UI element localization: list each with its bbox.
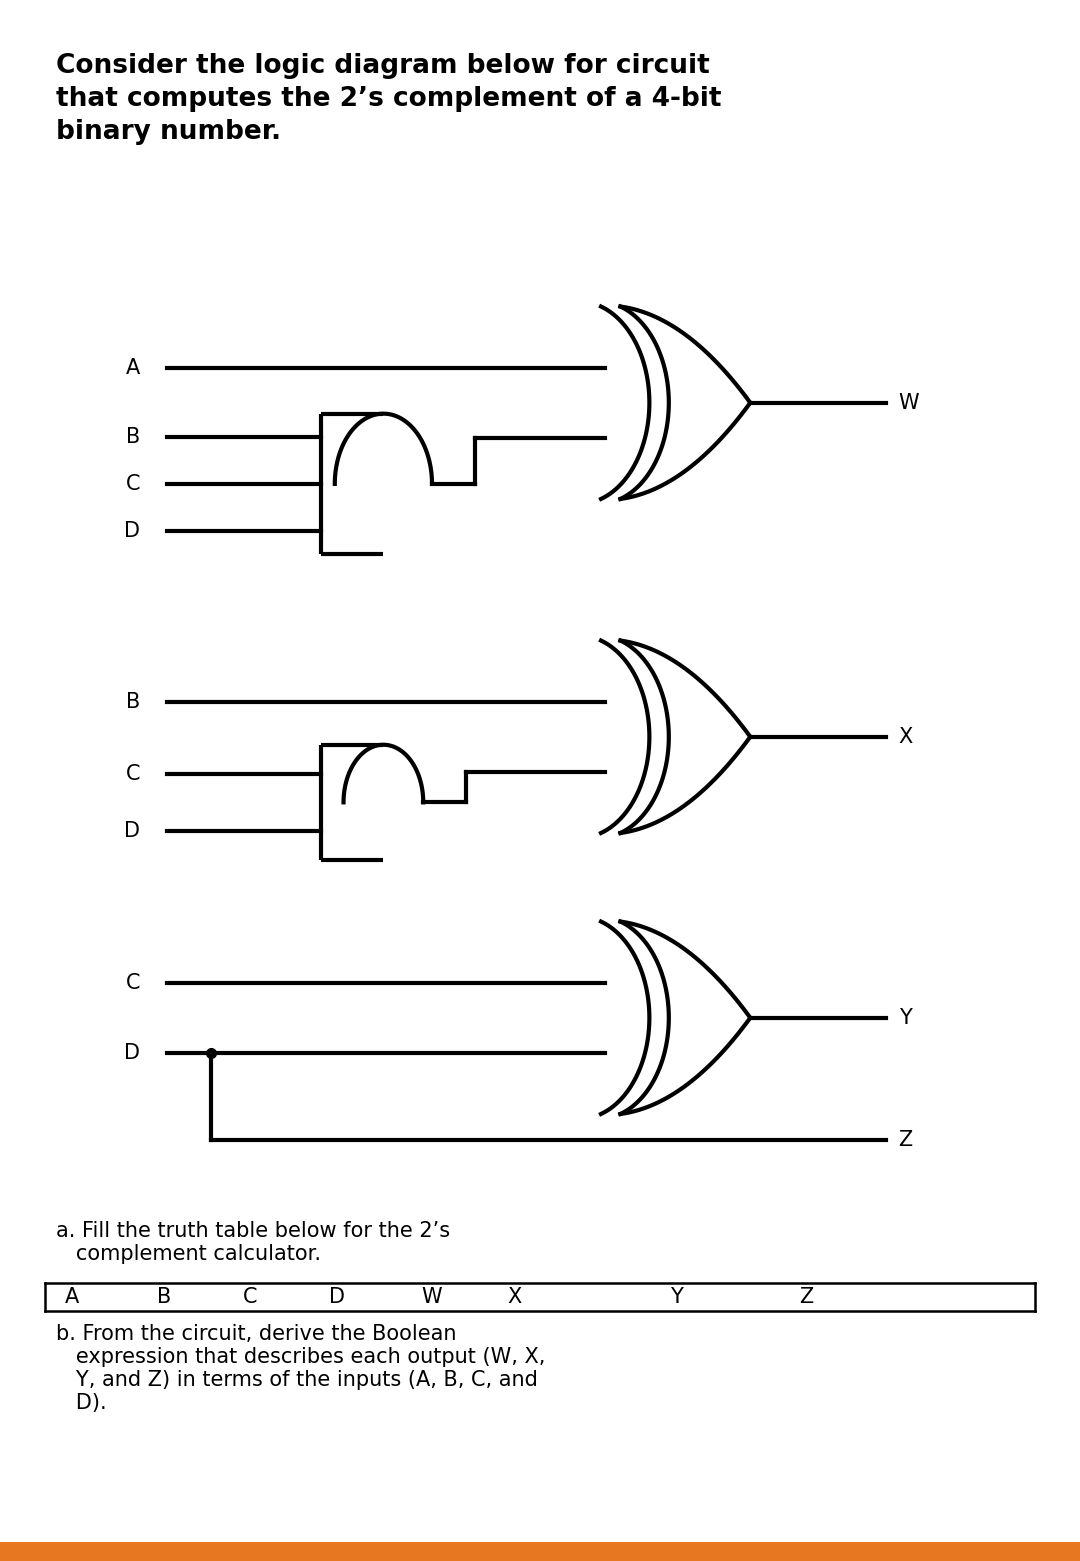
Text: C: C — [126, 475, 140, 493]
Text: Consider the logic diagram below for circuit
that computes the 2’s complement of: Consider the logic diagram below for cir… — [56, 53, 721, 145]
Text: B: B — [126, 428, 140, 446]
Text: A: A — [65, 1288, 79, 1307]
Text: X: X — [508, 1288, 522, 1307]
Text: D: D — [124, 1043, 140, 1063]
Text: b. From the circuit, derive the Boolean
   expression that describes each output: b. From the circuit, derive the Boolean … — [56, 1324, 545, 1413]
Text: W: W — [421, 1288, 442, 1307]
Bar — [0, 1542, 1080, 1561]
Text: X: X — [899, 727, 913, 746]
Text: Y: Y — [899, 1008, 912, 1027]
Text: a. Fill the truth table below for the 2’s
   complement calculator.: a. Fill the truth table below for the 2’… — [56, 1221, 450, 1264]
Text: B: B — [126, 692, 140, 712]
Text: C: C — [243, 1288, 257, 1307]
Text: Z: Z — [899, 1130, 913, 1149]
Text: Y: Y — [670, 1288, 683, 1307]
Text: C: C — [126, 973, 140, 993]
Text: D: D — [124, 521, 140, 540]
Text: W: W — [899, 393, 919, 412]
Text: A: A — [126, 357, 140, 378]
Text: B: B — [157, 1288, 171, 1307]
Text: Z: Z — [799, 1288, 813, 1307]
Text: D: D — [329, 1288, 346, 1307]
Text: D: D — [124, 821, 140, 841]
Text: C: C — [126, 763, 140, 784]
